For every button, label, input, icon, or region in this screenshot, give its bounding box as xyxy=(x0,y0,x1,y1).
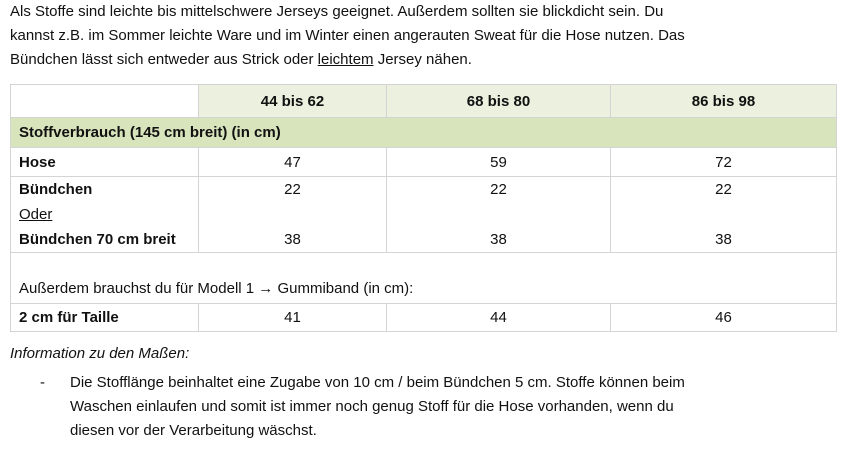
note: Außerdem brauchst du für Modell 1 → Gumm… xyxy=(10,252,837,304)
value: 22 xyxy=(284,181,301,198)
info-line: Waschen einlaufen und somit ist immer no… xyxy=(70,398,674,415)
value: 38 xyxy=(490,231,507,248)
intro-line: Bündchen lässt sich entweder aus Strick … xyxy=(10,48,472,72)
info-line: Die Stofflänge beinhaltet eine Zugabe vo… xyxy=(70,374,685,391)
cell: 47 xyxy=(198,147,387,177)
row: 2 cm für Taille 41 44 46 xyxy=(10,303,837,332)
cell: 22 38 xyxy=(610,176,837,253)
value: 22 xyxy=(715,181,732,198)
text: Bündchen lässt sich entweder aus Strick … xyxy=(10,51,314,68)
label: Bündchen xyxy=(19,181,93,198)
cell: 22 38 xyxy=(386,176,611,253)
label: Oder xyxy=(19,206,53,223)
label: 2 cm für Taille xyxy=(19,309,119,326)
column-header: 44 bis 62 xyxy=(198,84,387,118)
empty-cell xyxy=(10,84,199,118)
text: Jersey nähen. xyxy=(377,51,472,68)
value: 22 xyxy=(490,181,507,198)
intro-line: Als Stoffe sind leichte bis mittelschwer… xyxy=(10,3,664,20)
cell: 72 xyxy=(610,147,837,177)
bullet-marker: - xyxy=(40,374,45,391)
row: Bündchen Oder Bündchen 70 cm breit 22 38 2… xyxy=(10,176,837,253)
section-row: Stoffverbrauch (145 cm breit) (in cm) xyxy=(10,117,837,148)
column-header: 86 bis 98 xyxy=(610,84,837,118)
row-label: 2 cm für Taille xyxy=(10,303,199,332)
underlined-text: leichtem xyxy=(317,51,374,68)
column-header: 68 bis 80 xyxy=(386,84,611,118)
cell: 41 xyxy=(198,303,387,332)
cell: 22 38 xyxy=(198,176,387,253)
cell: 46 xyxy=(610,303,837,332)
info-title: Information zu den Maßen: xyxy=(10,345,190,362)
row-label: Bündchen Oder Bündchen 70 cm breit xyxy=(10,176,199,253)
section-label: Stoffverbrauch (145 cm breit) (in cm) xyxy=(10,117,837,148)
value: 38 xyxy=(715,231,732,248)
header-row: 44 bis 62 68 bis 80 86 bis 98 xyxy=(10,84,837,118)
intro-line: kannst z.B. im Sommer leichte Ware und i… xyxy=(10,27,685,44)
row: Hose 47 59 72 xyxy=(10,147,837,177)
value: 38 xyxy=(284,231,301,248)
cell: 59 xyxy=(386,147,611,177)
note-row: Außerdem brauchst du für Modell 1 → Gumm… xyxy=(10,252,837,304)
cell: 44 xyxy=(386,303,611,332)
row-label: Hose xyxy=(10,147,199,177)
label: Bündchen 70 cm breit xyxy=(19,231,176,248)
label: Hose xyxy=(19,153,56,171)
info-line: diesen vor der Verarbeitung wäschst. xyxy=(70,422,317,439)
size-table: 44 bis 62 68 bis 80 86 bis 98 Stoffverbr… xyxy=(10,84,837,332)
